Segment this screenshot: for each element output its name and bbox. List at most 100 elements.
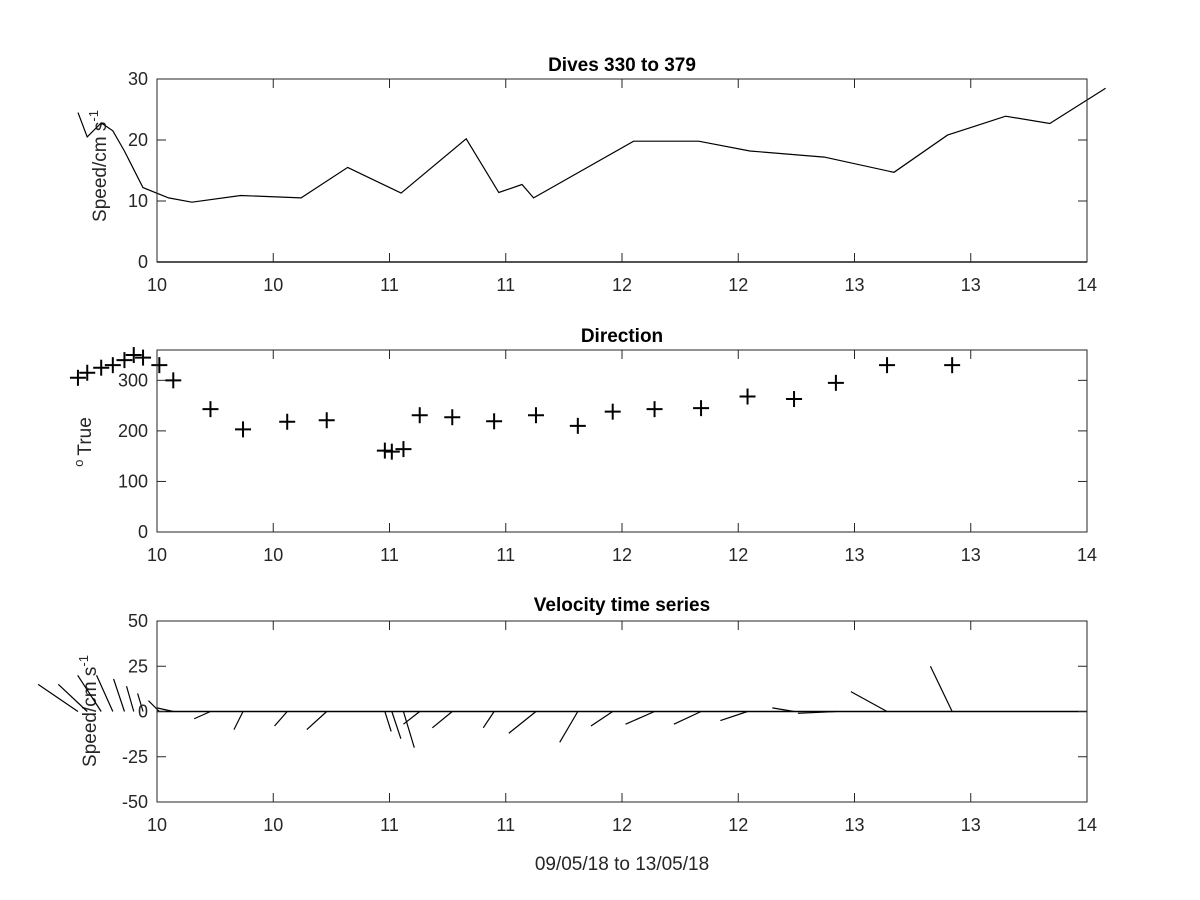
velocity-y-tick-label: -50 xyxy=(122,792,148,812)
direction-marker xyxy=(486,413,503,430)
velocity-stick xyxy=(850,691,888,713)
velocity-stick xyxy=(193,710,211,720)
velocity-x-tick-label: 13 xyxy=(961,815,981,835)
velocity-stick xyxy=(125,685,135,712)
velocity-stick xyxy=(402,711,415,748)
speed-y-tick-label: 0 xyxy=(138,252,148,272)
direction-marker xyxy=(604,403,621,420)
speed-x-tick-label: 12 xyxy=(728,275,748,295)
velocity-panel-marks xyxy=(37,665,1087,748)
direction-marker xyxy=(165,372,182,389)
velocity-stick xyxy=(482,711,495,729)
velocity-stick xyxy=(403,711,421,725)
speed-panel: Dives 330 to 379 Speed/cm s-1 10 10 11 11 12… xyxy=(77,55,1106,295)
speed-y-tick-label: 10 xyxy=(128,191,148,211)
direction-marker xyxy=(646,401,663,418)
direction-x-tick-label: 11 xyxy=(380,545,399,565)
direction-marker xyxy=(944,357,961,374)
velocity-stick xyxy=(37,683,79,712)
speed-x-tick-label: 14 xyxy=(1077,275,1097,295)
velocity-stick xyxy=(431,711,453,729)
direction-y-tick-label: 0 xyxy=(138,522,148,542)
direction-marker xyxy=(395,441,412,458)
direction-marker xyxy=(104,357,121,374)
direction-marker xyxy=(202,401,219,418)
velocity-stick xyxy=(625,710,655,725)
velocity-stick xyxy=(233,711,244,730)
direction-marker xyxy=(693,400,710,417)
direction-marker xyxy=(444,409,461,426)
speed-panel-ylabel-superscript: -1 xyxy=(86,110,101,122)
velocity-y-tick-label: 50 xyxy=(128,611,148,631)
speed-x-tick-label: 12 xyxy=(612,275,632,295)
direction-panel-ylabel-superscript: o xyxy=(71,460,86,467)
velocity-panel-ylabel-superscript: -1 xyxy=(76,655,91,667)
direction-x-tick-label: 14 xyxy=(1077,545,1097,565)
direction-marker xyxy=(739,388,756,405)
velocity-x-tick-label: 12 xyxy=(612,815,632,835)
velocity-x-tick-label: 11 xyxy=(380,815,399,835)
direction-marker xyxy=(125,347,142,364)
direction-panel-title: Direction xyxy=(581,326,663,347)
direction-marker xyxy=(318,412,335,429)
velocity-stick xyxy=(559,711,579,743)
direction-marker xyxy=(376,442,393,459)
velocity-stick xyxy=(508,711,537,734)
velocity-y-tick-label: -25 xyxy=(122,747,148,767)
velocity-stick xyxy=(673,710,702,725)
speed-x-tick-label: 11 xyxy=(496,275,515,295)
direction-x-tick-label: 12 xyxy=(728,545,748,565)
direction-marker xyxy=(93,359,110,376)
speed-x-tick-label: 10 xyxy=(263,275,283,295)
speed-y-tick-label: 20 xyxy=(128,130,148,150)
velocity-y-tick-label: 0 xyxy=(138,702,148,722)
direction-panel: Direction o True 10 10 11 11 12 12 13 13 14 0 100 20… xyxy=(69,326,1097,565)
velocity-panel-ylabel-text: Speed/cm s xyxy=(80,667,101,767)
direction-marker xyxy=(235,421,252,438)
velocity-stick xyxy=(772,707,795,713)
direction-marker xyxy=(79,364,96,381)
velocity-stick xyxy=(384,711,392,732)
velocity-stick xyxy=(57,683,88,712)
direction-y-tick-label: 100 xyxy=(118,471,148,491)
direction-marker xyxy=(383,443,400,460)
speed-panel-ticks: 10 10 11 11 12 12 13 13 14 0 10 20 30 xyxy=(128,69,1097,295)
speed-series-line xyxy=(77,87,1106,203)
speed-panel-ylabel-text: Speed/cm s xyxy=(90,122,111,222)
direction-x-tick-label: 11 xyxy=(496,545,515,565)
direction-marker xyxy=(116,352,133,369)
direction-marker xyxy=(135,349,152,366)
speed-x-tick-label: 10 xyxy=(147,275,167,295)
velocity-x-tick-label: 10 xyxy=(263,815,283,835)
direction-panel-ticks: 10 10 11 11 12 12 13 13 14 0 100 200 300 xyxy=(118,350,1097,565)
velocity-panel-xlabel: 09/05/18 to 13/05/18 xyxy=(535,854,709,875)
speed-x-tick-label: 13 xyxy=(844,275,864,295)
direction-marker xyxy=(279,413,296,430)
velocity-panel-ylabel: Speed/cm s-1 xyxy=(76,655,101,767)
velocity-stick xyxy=(95,675,114,712)
direction-x-tick-label: 10 xyxy=(147,545,167,565)
direction-marker xyxy=(786,391,803,408)
velocity-stick xyxy=(391,711,402,739)
speed-panel-ylabel: Speed/cm s-1 xyxy=(86,110,111,222)
velocity-x-tick-label: 13 xyxy=(844,815,864,835)
velocity-stick xyxy=(274,711,288,727)
direction-y-tick-label: 300 xyxy=(118,370,148,390)
velocity-panel-ticks: 10 10 11 11 12 12 13 13 14 -50 -25 0 25 50 xyxy=(122,611,1097,835)
direction-x-tick-label: 13 xyxy=(961,545,981,565)
velocity-x-tick-label: 14 xyxy=(1077,815,1097,835)
direction-marker xyxy=(569,417,586,434)
velocity-stick xyxy=(113,678,126,712)
direction-panel-ylabel-text: True xyxy=(75,417,96,455)
velocity-stick xyxy=(77,674,102,712)
velocity-stick xyxy=(306,711,328,731)
velocity-stick xyxy=(137,693,144,712)
speed-y-tick-label: 30 xyxy=(128,69,148,89)
direction-x-tick-label: 10 xyxy=(263,545,283,565)
velocity-x-tick-label: 10 xyxy=(147,815,167,835)
velocity-stick xyxy=(797,710,836,714)
velocity-panel: Velocity time series Speed/cm s-1 10 10 11… xyxy=(37,595,1097,875)
speed-x-tick-label: 11 xyxy=(380,275,399,295)
velocity-stick xyxy=(148,700,160,712)
